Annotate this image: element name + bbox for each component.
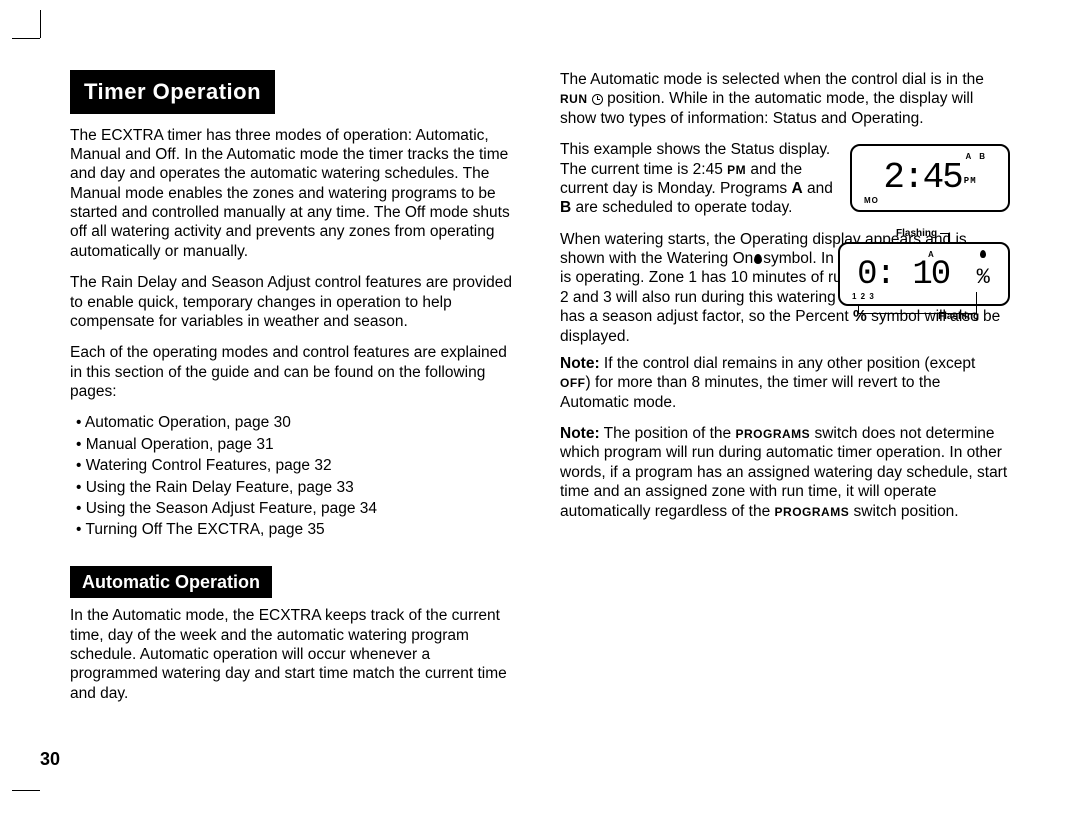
lcd-operating-display: Flashing A 0: 10 % 1 2 3: [838, 228, 1010, 322]
para-pages-intro: Each of the operating modes and control …: [70, 343, 520, 401]
clock-icon: [592, 94, 603, 105]
header-automatic-operation: Automatic Operation: [70, 566, 272, 599]
page-content: 30 Timer Operation The ECXTRA timer has …: [70, 70, 1010, 770]
flashing-label-top: Flashing: [896, 228, 937, 241]
left-column: Timer Operation The ECXTRA timer has thr…: [70, 70, 520, 770]
list-item: Manual Operation, page 31: [76, 435, 520, 454]
para-modes-intro: The ECXTRA timer has three modes of oper…: [70, 126, 520, 262]
lcd2-time: 0: 10 %: [848, 258, 1000, 292]
flashing-label-bottom: Flashing: [938, 311, 979, 324]
list-item: Automatic Operation, page 30: [76, 413, 520, 432]
lcd-status-display: A B 2:45PM MO: [850, 144, 1010, 212]
note-revert: Note: If the control dial remains in any…: [560, 354, 1010, 412]
para-auto-mode: In the Automatic mode, the ECXTRA keeps …: [70, 606, 520, 703]
list-item: Turning Off The EXCTRA, page 35: [76, 520, 520, 539]
lcd1-time: 2:45PM: [860, 160, 1000, 196]
list-item: Using the Season Adjust Feature, page 34: [76, 499, 520, 518]
run-label: RUN: [560, 92, 588, 106]
para-rain-delay: The Rain Delay and Season Adjust control…: [70, 273, 520, 331]
droplet-icon: [754, 254, 762, 264]
note-programs-switch: Note: The position of the PROGRAMS switc…: [560, 424, 1010, 521]
droplet-icon: [980, 250, 986, 258]
list-item: Watering Control Features, page 32: [76, 456, 520, 475]
right-column: The Automatic mode is selected when the …: [560, 70, 1010, 770]
header-timer-operation: Timer Operation: [70, 70, 275, 114]
page-number: 30: [40, 749, 60, 770]
para-status-example: This example shows the Status display. T…: [560, 140, 840, 218]
para-auto-selected: The Automatic mode is selected when the …: [560, 70, 1010, 128]
page-reference-list: Automatic Operation, page 30 Manual Oper…: [70, 413, 520, 539]
list-item: Using the Rain Delay Feature, page 33: [76, 478, 520, 497]
